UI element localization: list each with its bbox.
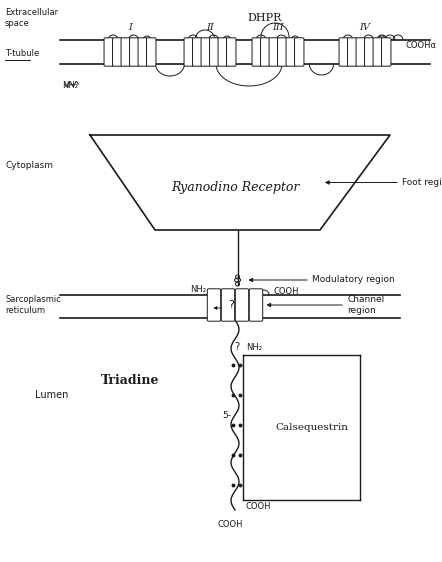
Text: Lumen: Lumen xyxy=(35,390,69,400)
Text: NH₂: NH₂ xyxy=(246,343,262,352)
FancyBboxPatch shape xyxy=(193,38,202,66)
Text: III: III xyxy=(272,24,284,33)
Text: Extracellular
space: Extracellular space xyxy=(5,8,58,28)
FancyBboxPatch shape xyxy=(365,38,374,66)
FancyBboxPatch shape xyxy=(294,38,304,66)
Text: Modulatory region: Modulatory region xyxy=(312,275,395,284)
Text: II: II xyxy=(206,24,214,33)
Text: Cytoplasm: Cytoplasm xyxy=(5,161,53,170)
FancyBboxPatch shape xyxy=(138,38,148,66)
FancyBboxPatch shape xyxy=(207,289,221,321)
Text: DHPR: DHPR xyxy=(248,13,282,23)
FancyBboxPatch shape xyxy=(184,38,194,66)
Text: NH₂: NH₂ xyxy=(62,81,78,90)
FancyBboxPatch shape xyxy=(201,38,210,66)
Text: ?: ? xyxy=(234,342,240,352)
FancyBboxPatch shape xyxy=(356,38,366,66)
Text: ?: ? xyxy=(228,300,234,310)
Text: I: I xyxy=(128,24,132,33)
FancyBboxPatch shape xyxy=(121,38,130,66)
FancyBboxPatch shape xyxy=(210,38,219,66)
FancyBboxPatch shape xyxy=(286,38,295,66)
FancyBboxPatch shape xyxy=(104,38,114,66)
FancyBboxPatch shape xyxy=(130,38,139,66)
Text: COOHα: COOHα xyxy=(405,40,436,49)
Text: Foot region: Foot region xyxy=(402,178,442,187)
FancyBboxPatch shape xyxy=(249,289,263,321)
FancyBboxPatch shape xyxy=(218,38,228,66)
Text: NH₂: NH₂ xyxy=(191,285,206,294)
FancyBboxPatch shape xyxy=(147,38,156,66)
FancyBboxPatch shape xyxy=(260,38,270,66)
Text: COOH: COOH xyxy=(274,288,299,297)
FancyBboxPatch shape xyxy=(339,38,348,66)
FancyBboxPatch shape xyxy=(227,38,236,66)
Text: Calsequestrin: Calsequestrin xyxy=(275,423,348,432)
Text: Triadine: Triadine xyxy=(101,374,159,387)
FancyBboxPatch shape xyxy=(381,38,391,66)
FancyBboxPatch shape xyxy=(235,289,249,321)
Text: Channel
region: Channel region xyxy=(347,295,384,315)
Text: Ryanodino Receptor: Ryanodino Receptor xyxy=(171,181,299,194)
FancyBboxPatch shape xyxy=(113,38,122,66)
Text: IV: IV xyxy=(359,24,370,33)
Text: 5-: 5- xyxy=(222,410,232,419)
Text: COOH: COOH xyxy=(217,520,243,529)
FancyBboxPatch shape xyxy=(347,38,357,66)
Text: Sarcoplasmic
reticulum: Sarcoplasmic reticulum xyxy=(5,295,61,315)
FancyBboxPatch shape xyxy=(269,38,278,66)
Text: COOH: COOH xyxy=(246,502,271,511)
FancyBboxPatch shape xyxy=(252,38,262,66)
FancyBboxPatch shape xyxy=(221,289,235,321)
FancyBboxPatch shape xyxy=(278,38,287,66)
Text: T-tubule: T-tubule xyxy=(5,49,39,58)
FancyBboxPatch shape xyxy=(373,38,382,66)
